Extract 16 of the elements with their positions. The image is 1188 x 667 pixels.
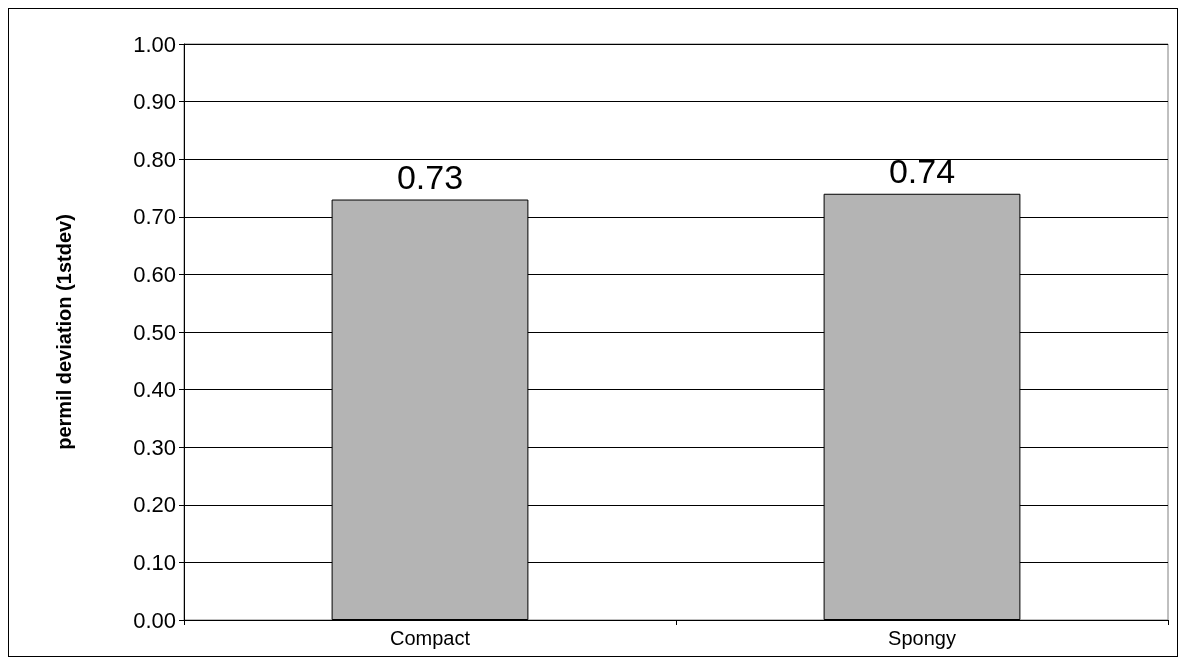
y-tick-label: 0.70 <box>133 204 176 230</box>
y-tick-label: 0.80 <box>133 146 176 172</box>
y-tick-label: 0.30 <box>133 434 176 460</box>
y-tick-label: 0.20 <box>133 492 176 518</box>
y-tick-label: 0.50 <box>133 319 176 345</box>
x-tick-label: Spongy <box>888 627 956 649</box>
y-axis-title: permil deviation (1stdev) <box>53 214 75 450</box>
y-tick-label: 0.40 <box>133 377 176 403</box>
data-label: 0.73 <box>396 157 464 196</box>
y-tick-label: 0.90 <box>133 89 176 115</box>
y-tick-label: 1.00 <box>133 31 176 57</box>
y-tick-label: 0.10 <box>133 549 176 575</box>
data-label: 0.74 <box>888 151 956 190</box>
y-tick-label: 0.00 <box>133 607 176 633</box>
y-tick-label: 0.60 <box>133 261 176 287</box>
x-tick-label: Compact <box>389 627 471 649</box>
